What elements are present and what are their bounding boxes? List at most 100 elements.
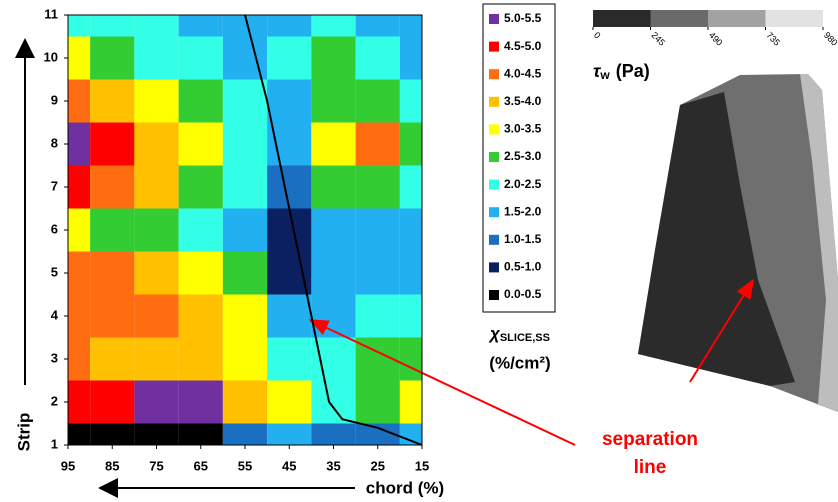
colorbar-tick-label: 980 (822, 30, 838, 48)
heat-cell (179, 80, 223, 123)
x-tick-label: 35 (326, 458, 340, 473)
legend-swatch (489, 97, 499, 107)
heat-cell (134, 209, 178, 252)
legend-label: 4.0-4.5 (504, 66, 542, 80)
y-tick-label: 7 (51, 178, 58, 193)
y-tick-label: 6 (51, 221, 58, 236)
heat-cell (356, 252, 400, 295)
heat-cell (134, 123, 178, 166)
heat-cell (311, 381, 355, 424)
heat-cell (267, 166, 311, 209)
legend-label: 5.0-5.5 (504, 11, 542, 25)
heat-cell (400, 381, 422, 424)
heat-cell (311, 15, 355, 37)
legend-label: 2.5-3.0 (504, 149, 542, 163)
colorbar-label: τw(Pa) (593, 61, 650, 82)
colorbar-subscript: w (599, 68, 610, 82)
heat-cell (68, 209, 90, 252)
heat-cell (400, 252, 422, 295)
heat-cell (90, 381, 134, 424)
y-tick-label: 5 (51, 264, 58, 279)
heat-cell (400, 15, 422, 37)
heat-cell (311, 80, 355, 123)
heat-cell (90, 338, 134, 381)
heat-cell (179, 123, 223, 166)
annotation: line (634, 457, 667, 478)
heat-cell (356, 209, 400, 252)
legend-label: 2.0-2.5 (504, 177, 542, 191)
annotation: separation (602, 429, 698, 450)
colorbar-segment (766, 10, 824, 27)
heat-cell (356, 295, 400, 338)
x-tick-label: 55 (238, 458, 252, 473)
heat-cell (400, 80, 422, 123)
heat-cell (68, 123, 90, 166)
legend-swatch (489, 124, 499, 134)
colorbar-tick-label: 490 (707, 30, 725, 48)
heat-cell (134, 424, 178, 446)
heat-cell (223, 424, 267, 446)
heatmap (68, 15, 422, 445)
legend-label: 1.0-1.5 (504, 232, 542, 246)
y-tick-label: 2 (51, 393, 58, 408)
heat-cell (90, 295, 134, 338)
legend-swatch (489, 42, 499, 52)
heat-cell (267, 338, 311, 381)
heat-cell (90, 37, 134, 80)
heat-cell (179, 15, 223, 37)
x-axis-label: chord (%) (366, 478, 444, 497)
x-tick-label: 75 (149, 458, 163, 473)
heat-cell (223, 209, 267, 252)
legend-swatch (489, 290, 499, 300)
x-tick-label: 95 (61, 458, 75, 473)
heat-cell (68, 338, 90, 381)
legend-swatch (489, 180, 499, 190)
heat-cell (68, 166, 90, 209)
colorbar-tick-label: 245 (649, 30, 667, 48)
heat-cell (356, 123, 400, 166)
y-tick-label: 10 (44, 49, 58, 64)
heat-cell (267, 209, 311, 252)
heat-cell (400, 209, 422, 252)
heat-cell (356, 166, 400, 209)
heat-cell (179, 166, 223, 209)
heat-cell (90, 209, 134, 252)
heat-cell (400, 424, 422, 446)
colorbar-segment (593, 10, 651, 27)
legend-label: 0.0-0.5 (504, 287, 542, 301)
legend-swatch (489, 152, 499, 162)
heat-cell (179, 424, 223, 446)
colorbar-tick-label: 735 (764, 30, 782, 48)
legend-label: 1.5-2.0 (504, 204, 542, 218)
legend-subscript: SLICE,SS (500, 332, 550, 344)
heat-cell (179, 209, 223, 252)
heat-cell (223, 338, 267, 381)
y-tick-label: 3 (51, 350, 58, 365)
y-tick-label: 9 (51, 92, 58, 107)
heat-cell (311, 252, 355, 295)
heat-cell (179, 295, 223, 338)
x-tick-label: 45 (282, 458, 296, 473)
heat-cell (134, 37, 178, 80)
heat-cell (223, 166, 267, 209)
heat-cell (223, 252, 267, 295)
legend-swatch (489, 262, 499, 272)
figure: Strip chord (%) χSLICE,SS (%/cm²) τw(Pa)… (0, 0, 838, 502)
legend-swatch (489, 14, 499, 24)
heat-cell (68, 37, 90, 80)
heat-cell (179, 37, 223, 80)
colorbar-segment (708, 10, 766, 27)
heat-cell (223, 295, 267, 338)
heat-cell (267, 15, 311, 37)
y-tick-label: 4 (51, 307, 59, 322)
heat-cell (90, 166, 134, 209)
heat-cell (90, 15, 134, 37)
heat-cell (90, 252, 134, 295)
heat-cell (311, 166, 355, 209)
heat-cell (267, 37, 311, 80)
heat-cell (68, 424, 90, 446)
heat-cell (267, 295, 311, 338)
heat-cell (267, 381, 311, 424)
heat-cell (68, 295, 90, 338)
heat-cell (400, 166, 422, 209)
